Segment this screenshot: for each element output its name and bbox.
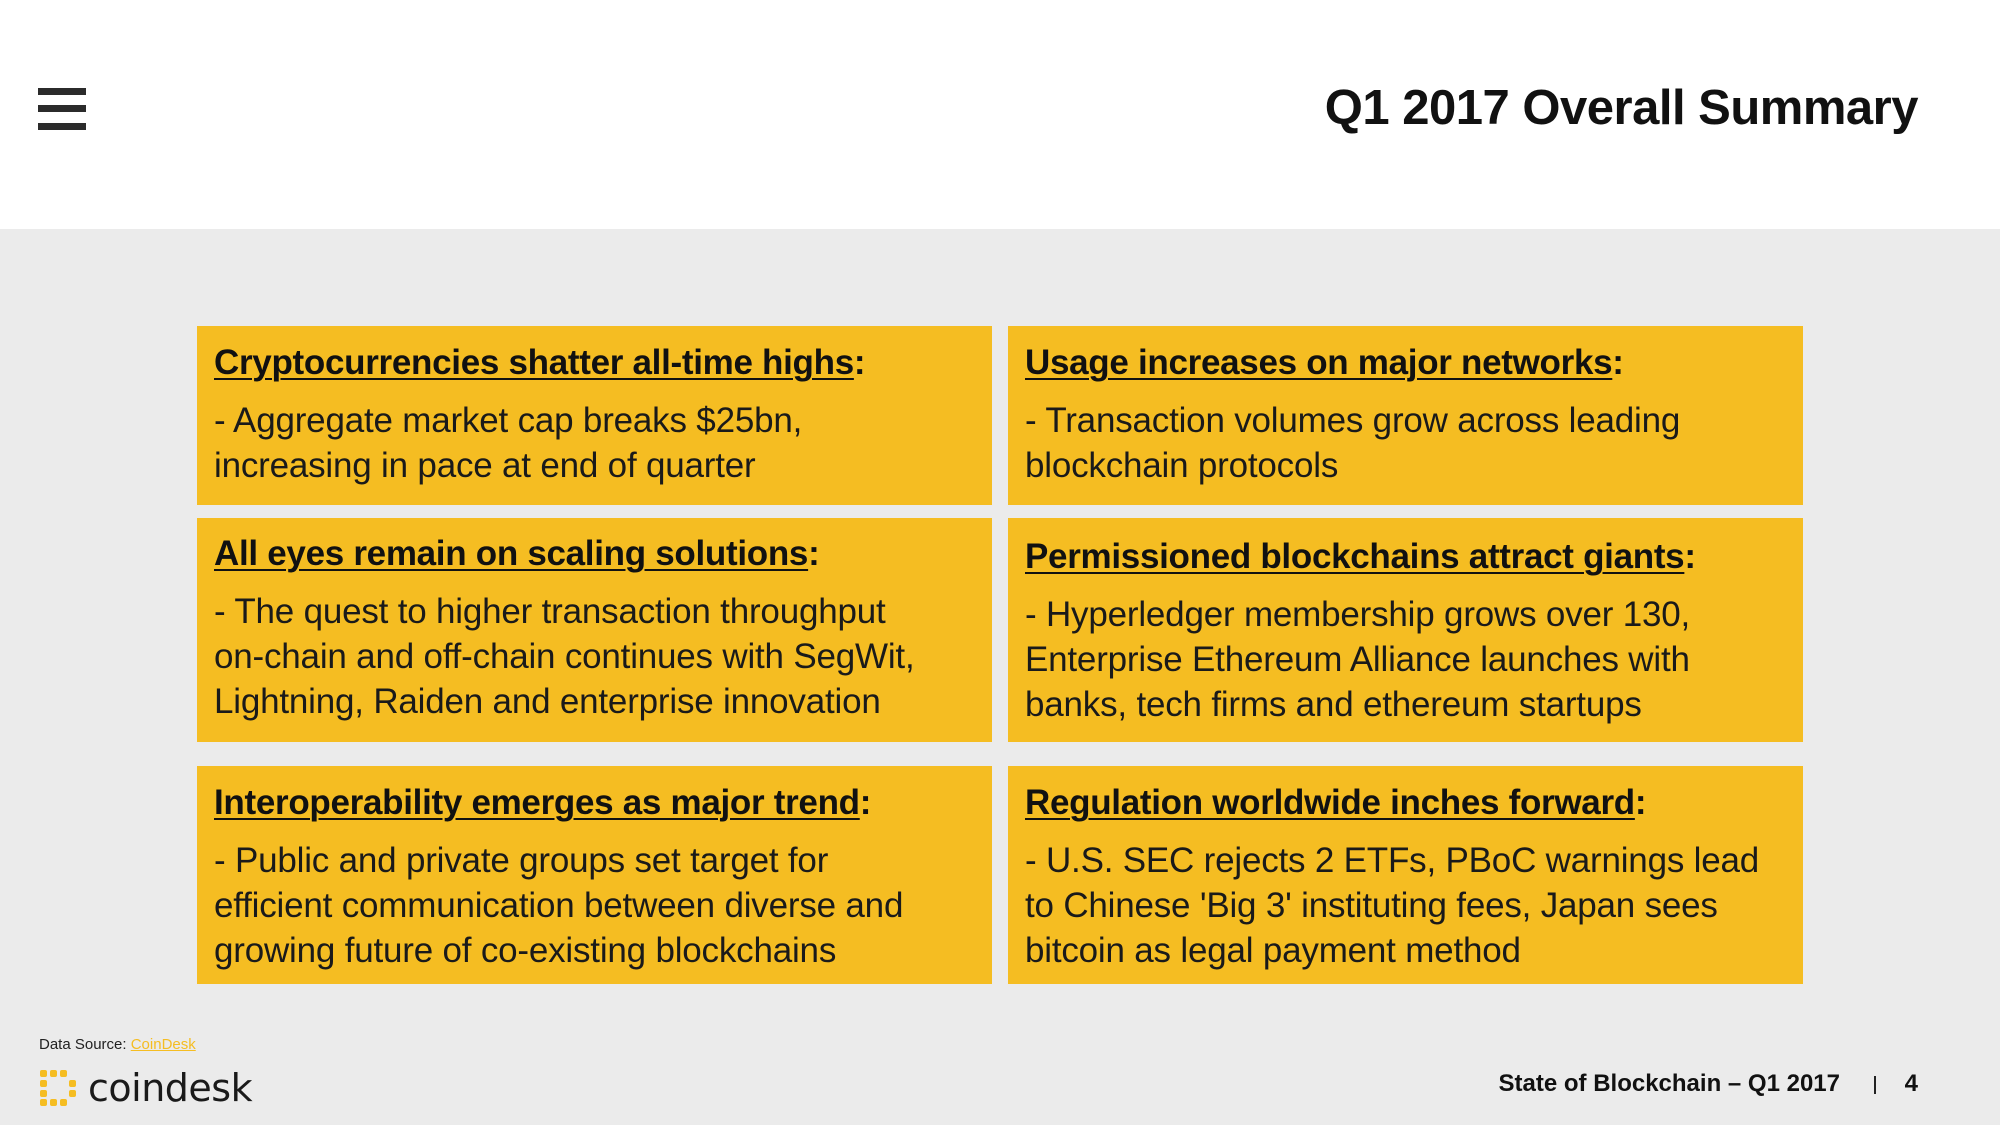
- card-title: Usage increases on major networks:: [1025, 343, 1624, 382]
- card-title: Interoperability emerges as major trend:: [214, 783, 872, 822]
- report-title: State of Blockchain – Q1 2017: [1498, 1070, 1840, 1097]
- card-title: Regulation worldwide inches forward:: [1025, 783, 1647, 822]
- card-title: All eyes remain on scaling solutions:: [214, 534, 820, 573]
- summary-card-usage: Usage increases on major networks: - Tra…: [1008, 326, 1803, 505]
- data-source-label: Data Source:: [39, 1036, 127, 1053]
- summary-card-interoperability: Interoperability emerges as major trend:…: [197, 766, 992, 984]
- card-body: - The quest to higher transaction throug…: [214, 592, 915, 721]
- coindesk-logo-icon: [40, 1070, 76, 1106]
- summary-card-permissioned: Permissioned blockchains attract giants:…: [1008, 518, 1803, 742]
- summary-card-scaling: All eyes remain on scaling solutions: - …: [197, 518, 992, 742]
- card-title: Cryptocurrencies shatter all-time highs:: [214, 343, 866, 382]
- hamburger-menu-icon[interactable]: [38, 88, 86, 130]
- footer-divider: [1874, 1076, 1876, 1094]
- summary-card-regulation: Regulation worldwide inches forward: - U…: [1008, 766, 1803, 984]
- data-source-link[interactable]: CoinDesk: [130, 1036, 196, 1053]
- card-body: - Public and private groups set target f…: [214, 841, 904, 970]
- card-body: - Hyperledger membership grows over 130,…: [1025, 595, 1691, 724]
- card-body: - U.S. SEC rejects 2 ETFs, PBoC warnings…: [1025, 841, 1760, 970]
- page-number: 4: [1904, 1070, 1918, 1097]
- card-body: - Transaction volumes grow across leadin…: [1025, 401, 1681, 485]
- card-body: - Aggregate market cap breaks $25bn, inc…: [214, 401, 803, 485]
- coindesk-logo[interactable]: coindesk: [38, 1066, 253, 1110]
- header: Q1 2017 Overall Summary: [0, 0, 2000, 229]
- logo-text: coindesk: [88, 1066, 253, 1110]
- data-source: Data Source: CoinDesk: [39, 1036, 196, 1053]
- page-title: Q1 2017 Overall Summary: [1324, 81, 1919, 135]
- card-title: Permissioned blockchains attract giants:: [1025, 537, 1696, 576]
- summary-card-cryptocurrencies: Cryptocurrencies shatter all-time highs:…: [197, 326, 992, 505]
